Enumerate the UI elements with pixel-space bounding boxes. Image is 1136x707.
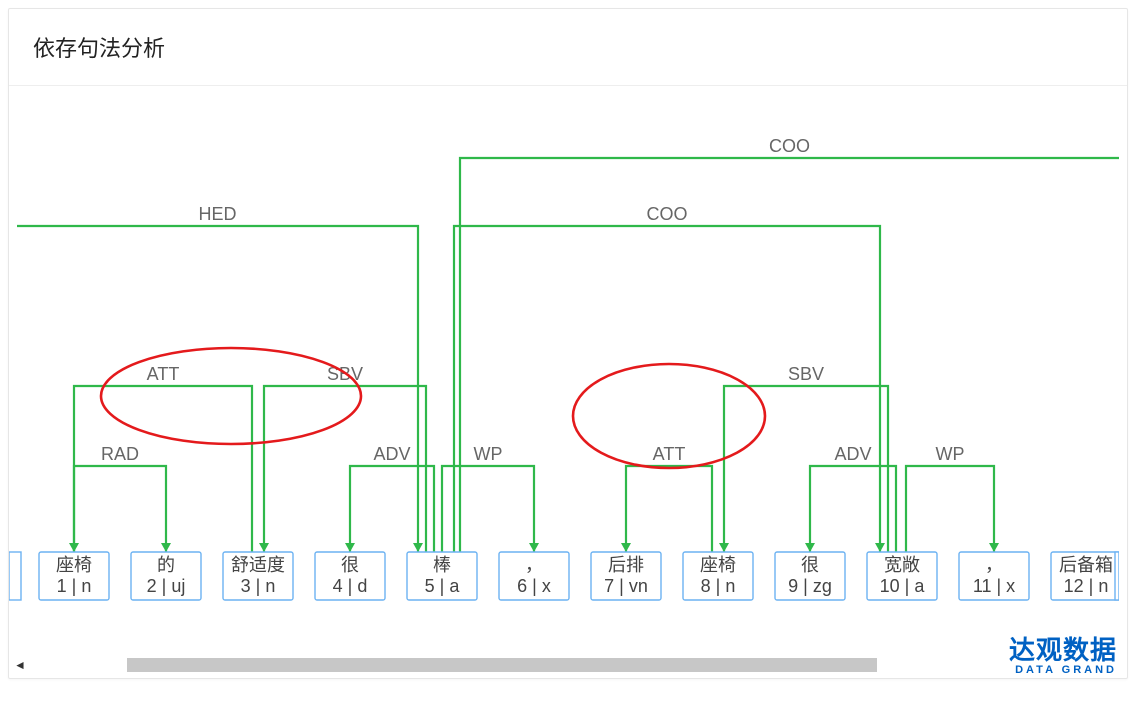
token-4: 很4 | d bbox=[315, 552, 385, 600]
dep-arc-wp bbox=[906, 466, 994, 552]
svg-text:11 | x: 11 | x bbox=[973, 576, 1015, 596]
dep-arc-att bbox=[74, 386, 252, 552]
svg-text:舒适度: 舒适度 bbox=[231, 555, 285, 575]
diagram-canvas-wrap: RADATTSBVADVHEDWPATTSBVADVCOOWPCOO座椅1 | … bbox=[9, 86, 1127, 678]
svg-text:，: ， bbox=[985, 555, 1003, 575]
dep-arc-label: COO bbox=[769, 136, 810, 156]
svg-text:4 | d: 4 | d bbox=[333, 576, 368, 596]
highlight-ellipse bbox=[101, 348, 361, 444]
token-2: 的2 | uj bbox=[131, 552, 201, 600]
token-9: 很9 | zg bbox=[775, 552, 845, 600]
scroll-left-arrow[interactable]: ◄ bbox=[13, 658, 27, 672]
svg-text:10 | a: 10 | a bbox=[880, 576, 926, 596]
token-7: 后排7 | vn bbox=[591, 552, 661, 600]
dep-arc-label: ADV bbox=[373, 444, 410, 464]
panel-title: 依存句法分析 bbox=[9, 9, 1127, 86]
dep-arc-label: ATT bbox=[147, 364, 180, 384]
svg-text:5 | a: 5 | a bbox=[425, 576, 461, 596]
dep-arc-adv bbox=[810, 466, 896, 552]
svg-text:9 | zg: 9 | zg bbox=[788, 576, 832, 596]
dep-arc-wp bbox=[442, 466, 534, 552]
token-12: 后备箱12 | n bbox=[1051, 552, 1119, 600]
dependency-panel: 依存句法分析 RADATTSBVADVHEDWPATTSBVADVCOOWPCO… bbox=[8, 8, 1128, 679]
svg-text:8 | n: 8 | n bbox=[701, 576, 736, 596]
dep-arc-sbv bbox=[264, 386, 426, 552]
token-6: ，6 | x bbox=[499, 552, 569, 600]
svg-text:的: 的 bbox=[157, 555, 175, 575]
token-3: 舒适度3 | n bbox=[223, 552, 293, 600]
svg-text:座椅: 座椅 bbox=[700, 555, 736, 575]
dep-arc-label: HED bbox=[198, 204, 236, 224]
svg-text:很: 很 bbox=[341, 555, 359, 575]
horizontal-scrollbar[interactable]: ◄ bbox=[17, 658, 1119, 674]
scrollbar-thumb[interactable] bbox=[127, 658, 876, 672]
dep-arc-label: WP bbox=[936, 444, 965, 464]
svg-text:6 | x: 6 | x bbox=[517, 576, 551, 596]
svg-text:1 | n: 1 | n bbox=[57, 576, 92, 596]
token-11: ，11 | x bbox=[959, 552, 1029, 600]
svg-text:棒: 棒 bbox=[433, 555, 451, 575]
dep-arc-label: COO bbox=[646, 204, 687, 224]
dep-arc-adv bbox=[350, 466, 434, 552]
svg-text:7 | vn: 7 | vn bbox=[604, 576, 648, 596]
svg-text:座椅: 座椅 bbox=[56, 555, 92, 575]
dep-arc-label: SBV bbox=[788, 364, 824, 384]
svg-text:12 | n: 12 | n bbox=[1064, 576, 1109, 596]
svg-text:3 | n: 3 | n bbox=[241, 576, 276, 596]
dep-arc-hed bbox=[17, 226, 418, 552]
dep-arc-coo bbox=[454, 226, 880, 552]
token-8: 座椅8 | n bbox=[683, 552, 753, 600]
dep-arc-label: ADV bbox=[834, 444, 871, 464]
dep-arc-label: ATT bbox=[653, 444, 686, 464]
dep-arc-sbv bbox=[724, 386, 888, 552]
dep-arc-coo bbox=[460, 158, 1119, 552]
token-5: 棒5 | a bbox=[407, 552, 477, 600]
dep-arc-label: RAD bbox=[101, 444, 139, 464]
dependency-diagram: RADATTSBVADVHEDWPATTSBVADVCOOWPCOO座椅1 | … bbox=[9, 86, 1119, 646]
token-1: 座椅1 | n bbox=[39, 552, 109, 600]
token-10: 宽敞10 | a bbox=[867, 552, 937, 600]
svg-text:后备箱: 后备箱 bbox=[1059, 555, 1113, 575]
dep-arc-label: WP bbox=[474, 444, 503, 464]
dep-arc-att bbox=[626, 466, 712, 552]
svg-text:很: 很 bbox=[801, 555, 819, 575]
svg-text:宽敞: 宽敞 bbox=[884, 555, 920, 575]
dep-arc-rad bbox=[74, 466, 166, 552]
svg-text:，: ， bbox=[525, 555, 543, 575]
svg-text:后排: 后排 bbox=[608, 555, 644, 575]
svg-text:2 | uj: 2 | uj bbox=[147, 576, 186, 596]
